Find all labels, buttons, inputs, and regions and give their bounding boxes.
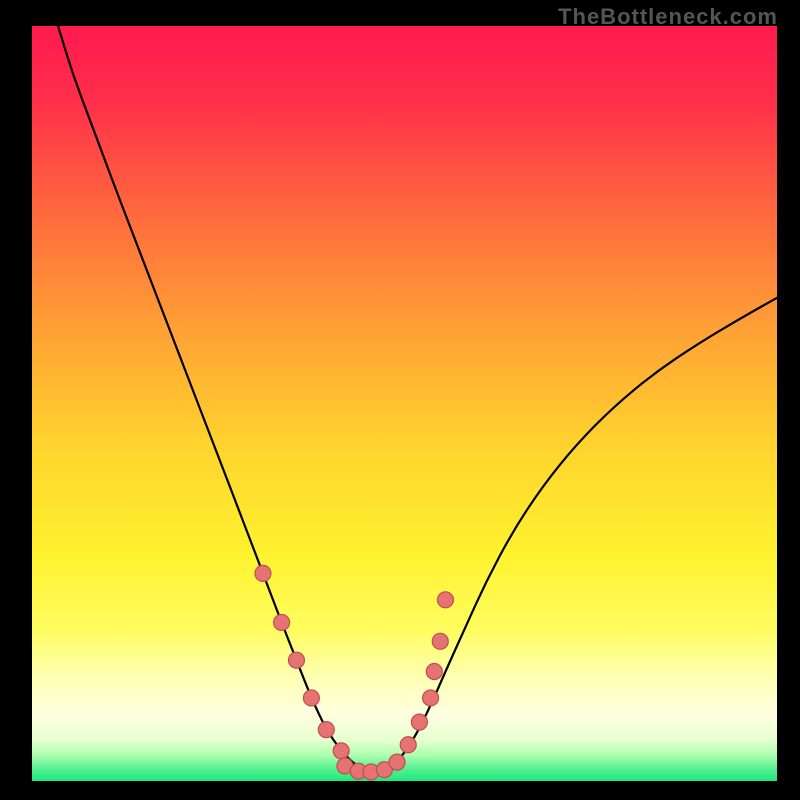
- data-marker: [333, 743, 349, 759]
- data-marker: [255, 565, 271, 581]
- chart-container: { "watermark": { "text": "TheBottleneck.…: [0, 0, 800, 800]
- data-marker: [423, 690, 439, 706]
- data-marker: [426, 664, 442, 680]
- data-marker: [432, 633, 448, 649]
- bottleneck-curve-plot: [0, 0, 800, 800]
- data-marker: [437, 592, 453, 608]
- data-marker: [411, 714, 427, 730]
- watermark-label: TheBottleneck.com: [558, 4, 778, 30]
- data-marker: [318, 722, 334, 738]
- plot-background: [32, 26, 777, 781]
- data-marker: [400, 737, 416, 753]
- data-marker: [288, 652, 304, 668]
- data-marker: [274, 614, 290, 630]
- data-marker: [303, 690, 319, 706]
- data-marker: [389, 754, 405, 770]
